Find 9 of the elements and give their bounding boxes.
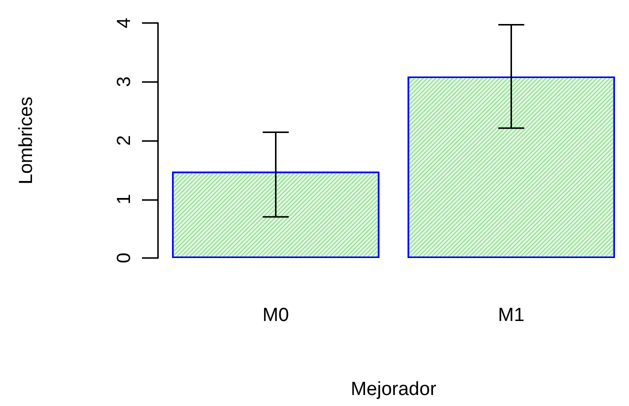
- x-tick-label: M0: [262, 305, 289, 326]
- x-axis-title: Mejorador: [350, 379, 437, 400]
- x-tick-label: M1: [498, 305, 524, 326]
- y-axis-title: Lombrices: [16, 96, 37, 184]
- y-tick-label: 3: [114, 76, 135, 88]
- y-tick-label: 2: [114, 135, 135, 146]
- y-tick-label: 1: [114, 194, 135, 205]
- y-tick-label: 0: [114, 252, 135, 264]
- y-tick-label: 4: [114, 17, 135, 28]
